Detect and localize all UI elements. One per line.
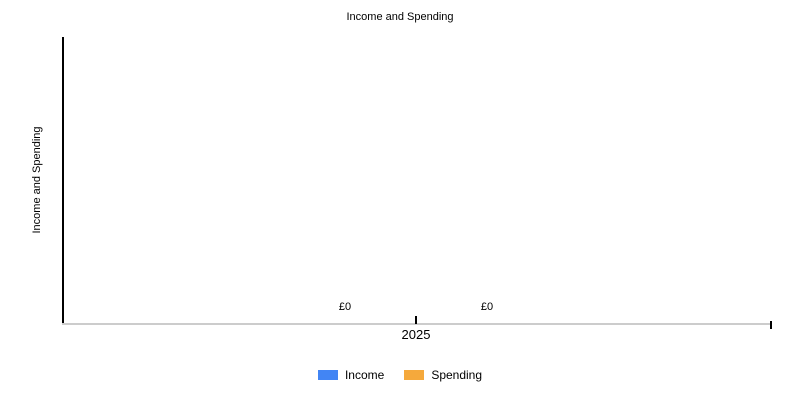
legend-item-income[interactable]: Income [317,368,385,382]
income-bar-value-label: £0 [338,301,352,313]
legend-item-spending[interactable]: Spending [404,369,482,381]
x-axis-baseline [62,323,771,325]
legend-label-income: Income [344,368,385,382]
y-axis-title: Income and Spending [31,126,43,234]
x-axis-end-tick [770,321,772,329]
x-tick-label-2025: 2025 [401,327,431,342]
spending-bar-value-label: £0 [480,301,494,313]
spending-legend-swatch-icon [404,370,425,380]
x-axis-tick-2025 [415,316,417,324]
chart-legend: Income Spending [0,369,800,381]
y-axis-line [62,37,64,324]
chart-title: Income and Spending [346,11,454,23]
income-legend-swatch-icon [317,370,338,380]
legend-label-spending: Spending [431,368,483,382]
